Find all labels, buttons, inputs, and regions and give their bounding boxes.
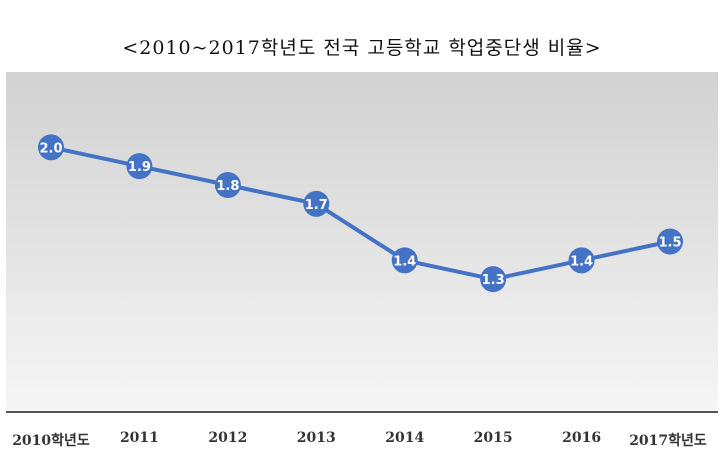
data-point-marker xyxy=(303,190,330,217)
x-tick-label: 2012 xyxy=(208,430,248,446)
data-point-marker xyxy=(568,247,595,274)
x-tick-label: 2014 xyxy=(385,430,425,446)
data-point-marker xyxy=(480,266,507,293)
data-label: 1.7 xyxy=(305,198,328,213)
plot-area xyxy=(6,72,718,412)
data-label: 2.0 xyxy=(39,141,62,156)
x-tick-label: 2015 xyxy=(473,430,513,446)
data-points: 2.0 1.9 1.8 1.7 1.4 1.3 1.4 1.5 xyxy=(38,134,684,293)
series-line xyxy=(50,145,671,282)
x-axis-line xyxy=(6,411,718,413)
data-point-marker xyxy=(38,134,64,161)
data-point-marker xyxy=(657,228,684,255)
x-tick-label: 2010학년도 xyxy=(12,433,90,449)
x-tick-label: 2017학년도 xyxy=(629,433,707,449)
chart-title: <2010~2017학년도 전국 고등학교 학업중단생 비율> xyxy=(122,37,602,59)
data-point-marker xyxy=(214,172,241,198)
data-label: 1.4 xyxy=(570,254,593,269)
x-axis-labels: 2010학년도 2011 2012 2013 2014 2015 2016 2017학년도 xyxy=(0,416,724,464)
x-tick-label: 2011 xyxy=(119,430,159,446)
data-point-marker xyxy=(391,247,418,274)
data-label: 1.9 xyxy=(128,160,151,175)
data-point-marker xyxy=(126,153,153,180)
data-label: 1.3 xyxy=(482,273,505,288)
x-tick-label: 2016 xyxy=(562,430,602,446)
data-label: 1.8 xyxy=(216,179,239,194)
data-label: 1.5 xyxy=(658,236,681,251)
x-tick-label: 2013 xyxy=(296,430,336,446)
data-label: 1.4 xyxy=(393,254,416,269)
